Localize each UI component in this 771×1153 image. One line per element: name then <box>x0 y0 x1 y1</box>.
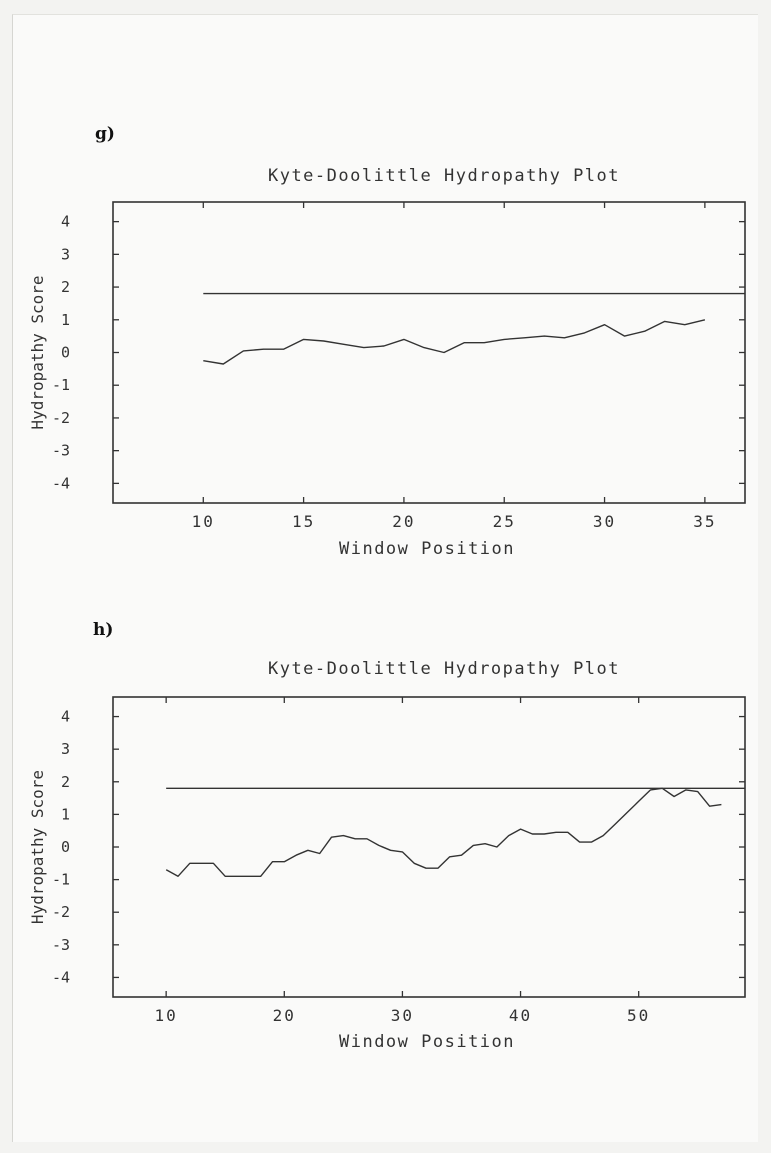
series-line <box>165 787 722 877</box>
y-tick-label: 0 <box>61 838 70 856</box>
panel-label-g: g) <box>95 124 115 144</box>
y-tick-label: 2 <box>61 278 70 296</box>
x-tick-label: 50 <box>627 1006 650 1025</box>
y-tick-label: -3 <box>52 442 70 460</box>
y-tick-label: 1 <box>61 311 70 329</box>
y-tick-label: 2 <box>61 773 70 791</box>
y-tick-label: -3 <box>52 936 70 954</box>
x-axis-label: Window Position <box>339 539 515 559</box>
series-line <box>203 319 706 365</box>
y-axis-label: Hydropathy Score <box>28 275 47 429</box>
chart-title: Kyte-Doolittle Hydropathy Plot <box>268 659 620 679</box>
y-tick-label: 4 <box>61 708 70 726</box>
plot-frame <box>112 696 746 998</box>
x-tick-label: 10 <box>155 1006 178 1025</box>
x-tick-label: 20 <box>273 1006 296 1025</box>
x-tick-label: 10 <box>192 512 215 531</box>
y-tick-label: 1 <box>61 805 70 823</box>
x-tick-label: 20 <box>392 512 415 531</box>
y-axis-label: Hydropathy Score <box>28 770 47 924</box>
y-tick-label: -4 <box>52 474 70 492</box>
x-axis-label: Window Position <box>339 1032 515 1052</box>
x-tick-label: 30 <box>593 512 616 531</box>
y-tick-label: -2 <box>52 903 70 921</box>
y-tick-label: -4 <box>52 968 70 986</box>
y-tick-label: 3 <box>61 740 70 758</box>
x-tick-label: 35 <box>693 512 716 531</box>
y-tick-label: -1 <box>52 871 70 889</box>
y-tick-label: 0 <box>61 344 70 362</box>
panel-label-h: h) <box>93 620 114 640</box>
x-tick-label: 15 <box>292 512 315 531</box>
x-tick-label: 30 <box>391 1006 414 1025</box>
y-tick-label: 3 <box>61 245 70 263</box>
chart-title: Kyte-Doolittle Hydropathy Plot <box>268 166 620 186</box>
y-tick-label: -2 <box>52 409 70 427</box>
y-tick-label: 4 <box>61 213 70 231</box>
x-tick-label: 40 <box>509 1006 532 1025</box>
x-tick-label: 25 <box>493 512 516 531</box>
y-tick-label: -1 <box>52 376 70 394</box>
